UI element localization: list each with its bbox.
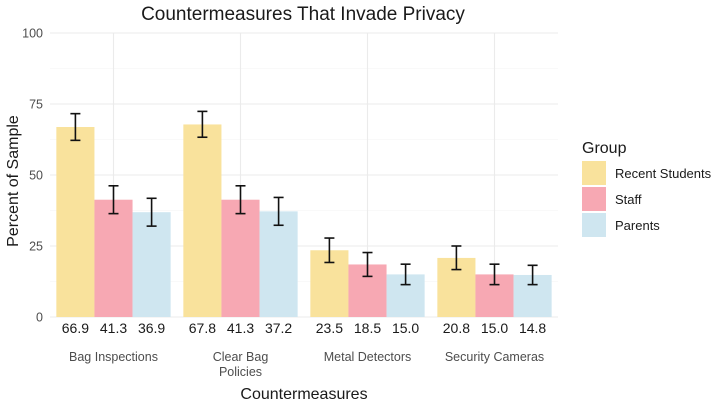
error-bar <box>527 264 538 286</box>
error-bar <box>197 110 208 139</box>
error-bar <box>273 196 284 227</box>
legend-swatch <box>582 161 606 185</box>
error-bar <box>235 184 246 215</box>
bar <box>94 199 133 317</box>
legend-item: Parents <box>582 213 660 237</box>
x-tick-label: Security Cameras <box>445 350 544 364</box>
legend-swatch <box>582 187 606 211</box>
y-tick-label: 25 <box>29 240 43 254</box>
data-label: 36.9 <box>138 320 165 336</box>
bars <box>56 124 552 317</box>
bar <box>132 212 171 317</box>
y-tick-label: 0 <box>36 311 43 325</box>
data-label: 23.5 <box>316 320 343 336</box>
data-label: 15.0 <box>392 320 419 336</box>
chart-title: Countermeasures That Invade Privacy <box>141 4 465 25</box>
y-axis-ticks: 0 25 50 75 100 <box>22 27 43 325</box>
x-tick-label: Bag Inspections <box>69 350 158 364</box>
legend-item: Recent Students <box>582 161 712 185</box>
x-tick-label: Clear Bag Policies <box>213 350 269 379</box>
bar <box>221 199 260 317</box>
legend-title: Group <box>582 140 627 157</box>
error-bar <box>146 197 157 227</box>
x-tick-label: Metal Detectors <box>324 350 412 364</box>
y-tick-label: 50 <box>29 169 43 183</box>
legend-label: Staff <box>615 192 642 207</box>
data-label: 37.2 <box>265 320 292 336</box>
error-bar <box>108 184 119 215</box>
error-bar <box>362 251 373 278</box>
bar <box>183 124 222 317</box>
error-bar <box>70 112 81 142</box>
legend-label: Parents <box>615 218 660 233</box>
legend-swatch <box>582 213 606 237</box>
error-bar <box>451 245 462 271</box>
bar <box>56 127 95 317</box>
data-label: 18.5 <box>354 320 381 336</box>
bar <box>259 211 298 317</box>
data-label: 66.9 <box>62 320 89 336</box>
data-label: 41.3 <box>227 320 254 336</box>
y-tick-label: 100 <box>22 27 43 41</box>
data-label: 14.8 <box>519 320 546 336</box>
error-bar <box>489 263 500 286</box>
y-tick-label: 75 <box>29 98 43 112</box>
data-label: 67.8 <box>189 320 216 336</box>
error-bars <box>70 110 538 286</box>
legend-label: Recent Students <box>615 166 712 181</box>
data-label: 41.3 <box>100 320 127 336</box>
value-labels: 66.9 41.3 36.9 67.8 41.3 37.2 23.5 18.5 15.0 20.8… <box>62 320 547 336</box>
data-label: 20.8 <box>443 320 470 336</box>
x-axis-title: Countermeasures <box>240 386 367 403</box>
legend-item: Staff <box>582 187 642 211</box>
x-axis-ticks: Bag Inspections Clear Bag Policies Metal De… <box>69 350 544 379</box>
legend: Group Recent Students Staff Parents <box>582 140 712 237</box>
error-bar <box>400 263 411 286</box>
y-axis-title: Percent of Sample <box>5 115 22 247</box>
data-label: 15.0 <box>481 320 508 336</box>
error-bar <box>324 237 335 264</box>
